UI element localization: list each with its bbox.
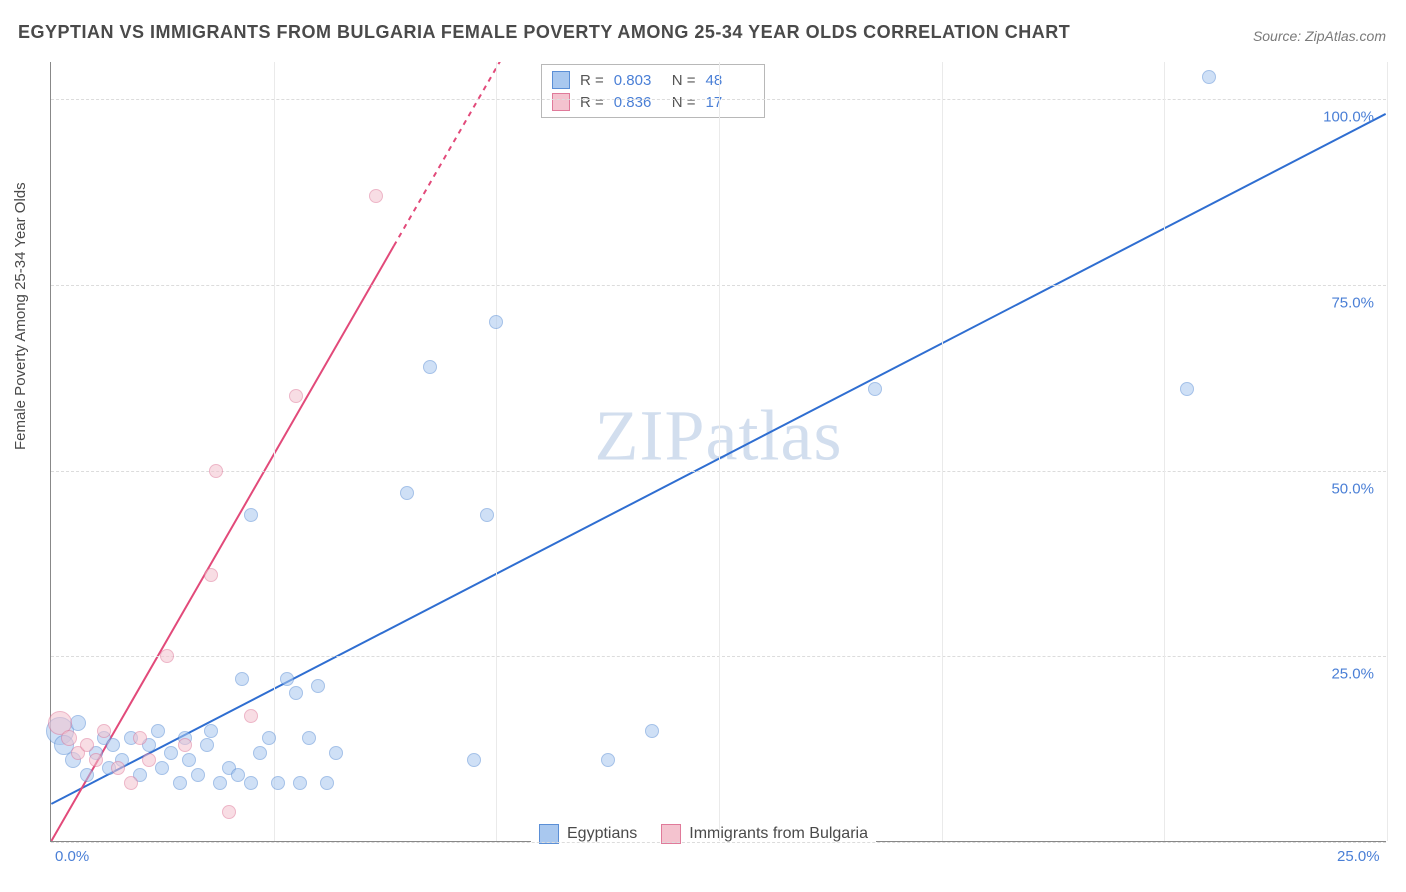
legend-swatch — [552, 93, 570, 111]
r-label: R = — [580, 72, 604, 89]
gridline-v — [274, 62, 275, 841]
data-point — [231, 768, 245, 782]
data-point — [209, 464, 223, 478]
y-tick-label: 100.0% — [1323, 109, 1374, 126]
gridline-v — [719, 62, 720, 841]
gridline-v — [1164, 62, 1165, 841]
data-point — [271, 776, 285, 790]
r-value: 0.836 — [614, 94, 662, 111]
data-point — [222, 805, 236, 819]
chart-container: EGYPTIAN VS IMMIGRANTS FROM BULGARIA FEM… — [0, 0, 1406, 892]
data-point — [480, 508, 494, 522]
data-point — [213, 776, 227, 790]
data-point — [151, 724, 165, 738]
data-point — [160, 649, 174, 663]
series-legend-item: Immigrants from Bulgaria — [661, 824, 868, 844]
data-point — [369, 189, 383, 203]
data-point — [80, 738, 94, 752]
data-point — [320, 776, 334, 790]
data-point — [311, 679, 325, 693]
data-point — [61, 730, 77, 746]
y-tick-label: 75.0% — [1331, 294, 1374, 311]
data-point — [244, 508, 258, 522]
watermark-bold: ZIP — [595, 395, 706, 475]
data-point — [111, 761, 125, 775]
data-point — [178, 738, 192, 752]
series-legend-item: Egyptians — [539, 824, 637, 844]
n-label: N = — [672, 94, 696, 111]
data-point — [1202, 70, 1216, 84]
data-point — [467, 753, 481, 767]
data-point — [106, 738, 120, 752]
data-point — [253, 746, 267, 760]
legend-swatch — [552, 71, 570, 89]
data-point — [164, 746, 178, 760]
data-point — [191, 768, 205, 782]
series-legend: Egyptians Immigrants from Bulgaria — [531, 824, 876, 844]
data-point — [244, 776, 258, 790]
series-name: Immigrants from Bulgaria — [689, 825, 868, 843]
chart-source: Source: ZipAtlas.com — [1253, 28, 1386, 44]
data-point — [155, 761, 169, 775]
data-point — [302, 731, 316, 745]
data-point — [204, 724, 218, 738]
data-point — [200, 738, 214, 752]
x-tick-label: 25.0% — [1337, 848, 1380, 865]
data-point — [97, 724, 111, 738]
data-point — [173, 776, 187, 790]
data-point — [400, 486, 414, 500]
data-point — [182, 753, 196, 767]
data-point — [204, 568, 218, 582]
data-point — [89, 753, 103, 767]
data-point — [423, 360, 437, 374]
gridline-v — [1387, 62, 1388, 841]
correlation-legend: R = 0.803 N = 48 R = 0.836 N = 17 — [541, 64, 765, 118]
data-point — [645, 724, 659, 738]
series-name: Egyptians — [567, 825, 637, 843]
legend-swatch — [539, 824, 559, 844]
gridline-h — [51, 842, 1386, 843]
y-axis-label: Female Poverty Among 25-34 Year Olds — [12, 182, 29, 450]
y-tick-label: 50.0% — [1331, 480, 1374, 497]
data-point — [601, 753, 615, 767]
data-point — [289, 686, 303, 700]
data-point — [329, 746, 343, 760]
correlation-legend-row: R = 0.836 N = 17 — [552, 91, 754, 113]
correlation-legend-row: R = 0.803 N = 48 — [552, 69, 754, 91]
n-value: 48 — [706, 72, 754, 89]
n-label: N = — [672, 72, 696, 89]
data-point — [280, 672, 294, 686]
data-point — [289, 389, 303, 403]
r-label: R = — [580, 94, 604, 111]
gridline-v — [496, 62, 497, 841]
data-point — [142, 753, 156, 767]
data-point — [262, 731, 276, 745]
x-tick-label: 0.0% — [55, 848, 89, 865]
r-value: 0.803 — [614, 72, 662, 89]
data-point — [489, 315, 503, 329]
data-point — [124, 776, 138, 790]
data-point — [133, 731, 147, 745]
chart-title: EGYPTIAN VS IMMIGRANTS FROM BULGARIA FEM… — [18, 22, 1070, 43]
data-point — [70, 715, 86, 731]
n-value: 17 — [706, 94, 754, 111]
plot-area: ZIPatlas R = 0.803 N = 48 R = 0.836 N = 17 Egyp… — [50, 62, 1386, 842]
data-point — [244, 709, 258, 723]
legend-swatch — [661, 824, 681, 844]
data-point — [1180, 382, 1194, 396]
data-point — [868, 382, 882, 396]
y-tick-label: 25.0% — [1331, 666, 1374, 683]
watermark-thin: atlas — [706, 395, 843, 475]
data-point — [293, 776, 307, 790]
gridline-v — [942, 62, 943, 841]
data-point — [80, 768, 94, 782]
data-point — [235, 672, 249, 686]
